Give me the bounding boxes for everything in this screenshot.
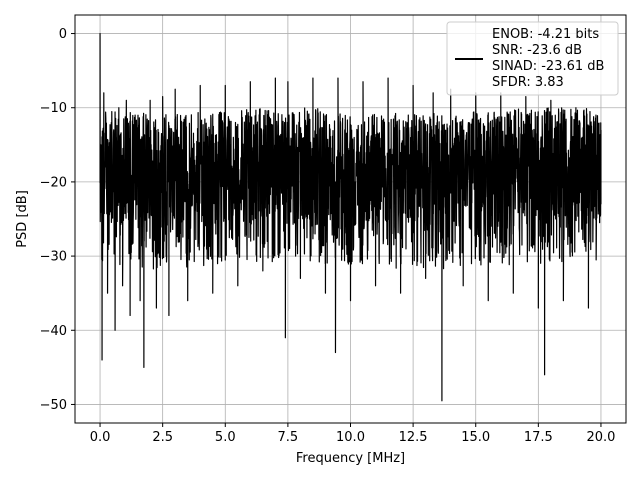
- y-tick-label: −30: [40, 250, 67, 265]
- x-tick-label: 20.0: [586, 430, 615, 445]
- x-tick-label: 17.5: [524, 430, 553, 445]
- legend-sinad: SINAD: -23.61 dB: [492, 59, 604, 74]
- y-tick-label: −40: [40, 324, 67, 339]
- psd-series-line: [99, 32, 602, 402]
- x-tick-label: 2.5: [152, 430, 173, 445]
- legend-box: [446, 21, 619, 96]
- y-tick-label: −10: [40, 101, 67, 116]
- y-tick-label: −20: [40, 175, 67, 190]
- x-axis-label: Frequency [MHz]: [296, 451, 405, 466]
- y-axis-label: PSD [dB]: [15, 190, 30, 248]
- psd-series-group: [99, 32, 602, 402]
- x-tick-label: 0.0: [90, 430, 111, 445]
- y-tick-label: 0: [59, 27, 67, 42]
- x-tick-label: 10.0: [336, 430, 365, 445]
- y-axis-ticks: 0 −10 −20 −30 −40 −50: [40, 27, 75, 413]
- legend-enob: ENOB: -4.21 bits: [492, 27, 599, 42]
- legend: ENOB: -4.21 bits SNR: -23.6 dB SINAD: -2…: [446, 21, 619, 96]
- x-tick-label: 7.5: [278, 430, 299, 445]
- x-axis-ticks: 0.0 2.5 5.0 7.5 10.0 12.5 15.0 17.5 20.0: [90, 423, 615, 445]
- y-tick-label: −50: [40, 398, 67, 413]
- x-tick-label: 12.5: [399, 430, 428, 445]
- legend-snr: SNR: -23.6 dB: [492, 43, 582, 58]
- x-tick-label: 15.0: [461, 430, 490, 445]
- legend-sfdr: SFDR: 3.83: [492, 75, 564, 90]
- x-tick-label: 5.0: [215, 430, 236, 445]
